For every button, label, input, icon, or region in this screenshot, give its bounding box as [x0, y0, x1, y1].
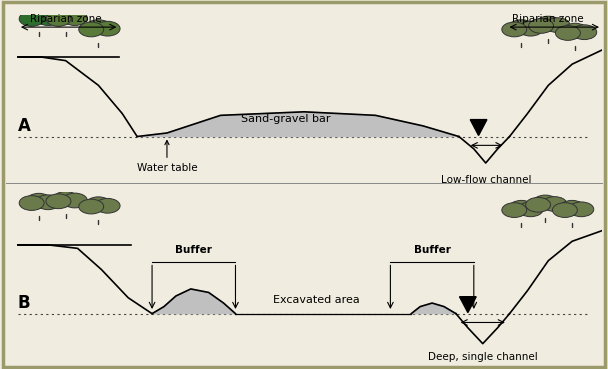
Circle shape: [542, 197, 567, 211]
Circle shape: [19, 11, 44, 26]
Polygon shape: [460, 297, 476, 313]
Text: Low-flow channel: Low-flow channel: [441, 175, 532, 185]
Polygon shape: [411, 303, 456, 314]
Circle shape: [26, 193, 51, 208]
Circle shape: [86, 197, 111, 211]
Circle shape: [79, 199, 104, 214]
Circle shape: [502, 203, 527, 217]
Circle shape: [556, 25, 581, 40]
Text: Buffer: Buffer: [413, 245, 451, 255]
Circle shape: [95, 21, 120, 36]
Circle shape: [518, 202, 543, 217]
Circle shape: [569, 202, 594, 217]
Polygon shape: [137, 112, 459, 137]
Circle shape: [36, 195, 60, 210]
Circle shape: [562, 23, 587, 38]
Circle shape: [545, 18, 570, 32]
Circle shape: [19, 196, 44, 210]
Circle shape: [518, 21, 543, 36]
Text: Water table: Water table: [137, 141, 197, 173]
Circle shape: [95, 199, 120, 213]
Circle shape: [46, 194, 71, 208]
Circle shape: [536, 16, 561, 31]
Circle shape: [560, 200, 584, 215]
Circle shape: [528, 18, 553, 33]
Text: Riparian zone: Riparian zone: [513, 14, 584, 24]
Text: A: A: [18, 117, 31, 135]
Text: B: B: [18, 294, 30, 312]
Circle shape: [36, 11, 60, 25]
Circle shape: [54, 192, 78, 206]
Polygon shape: [152, 289, 235, 314]
Text: Riparian zone: Riparian zone: [30, 14, 102, 24]
Circle shape: [502, 22, 527, 37]
Text: Sand-gravel bar: Sand-gravel bar: [241, 114, 331, 124]
Circle shape: [63, 193, 88, 208]
Polygon shape: [470, 120, 487, 135]
Circle shape: [86, 20, 111, 34]
Text: Deep, single channel: Deep, single channel: [428, 352, 537, 362]
Circle shape: [509, 200, 534, 215]
Circle shape: [553, 203, 578, 217]
Circle shape: [26, 9, 51, 24]
Circle shape: [572, 25, 596, 39]
Circle shape: [63, 11, 88, 25]
Circle shape: [46, 11, 71, 26]
Text: Buffer: Buffer: [175, 245, 212, 255]
Circle shape: [79, 22, 104, 37]
Circle shape: [509, 20, 534, 34]
Text: Excavated area: Excavated area: [272, 294, 359, 304]
Circle shape: [526, 197, 551, 212]
Circle shape: [533, 195, 558, 210]
Circle shape: [54, 9, 78, 24]
